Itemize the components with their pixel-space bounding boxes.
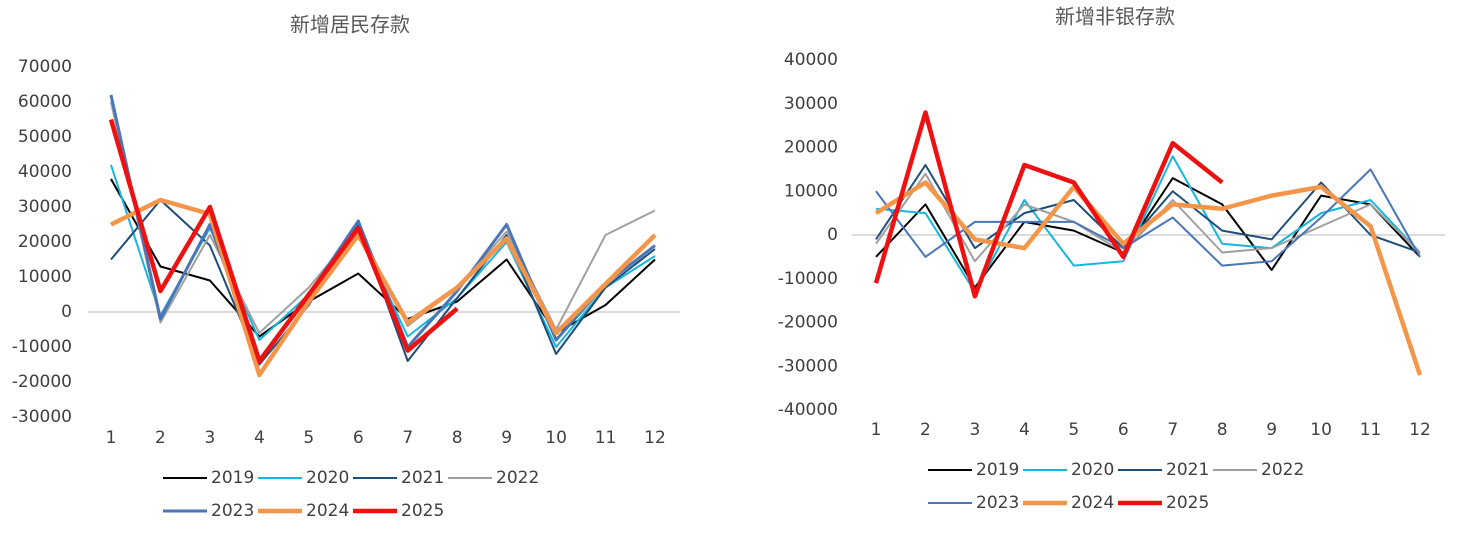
legend-label: 2021 — [1166, 460, 1209, 480]
y-tick-label: -20000 — [12, 372, 72, 392]
x-tick-label: 10 — [1310, 420, 1332, 440]
y-tick-label: -20000 — [778, 313, 838, 333]
series-line — [873, 110, 1224, 299]
series-line — [110, 178, 656, 338]
legend-label: 2020 — [1071, 460, 1114, 480]
x-tick-label: 12 — [644, 428, 666, 448]
x-tick-label: 4 — [1019, 420, 1030, 440]
x-tick-label: 6 — [1118, 420, 1129, 440]
y-tick-label: -30000 — [778, 356, 838, 376]
x-tick-label: 7 — [1167, 420, 1178, 440]
y-tick-label: -30000 — [12, 407, 72, 427]
x-tick-label: 8 — [1217, 420, 1228, 440]
y-tick-label: 30000 — [18, 197, 72, 217]
x-tick-label: 2 — [920, 420, 931, 440]
x-tick-label: 11 — [1360, 420, 1382, 440]
chart-title: 新增居民存款 — [290, 13, 410, 37]
x-tick-label: 3 — [969, 420, 980, 440]
x-tick-label: 1 — [106, 428, 117, 448]
y-tick-label: 60000 — [18, 92, 72, 112]
legend-label: 2023 — [211, 501, 254, 521]
y-tick-label: 40000 — [18, 162, 72, 182]
legend-label: 2025 — [1166, 493, 1209, 513]
legend-label: 2024 — [1071, 493, 1114, 513]
x-tick-label: 9 — [501, 428, 512, 448]
series-line — [874, 180, 1423, 376]
x-tick-label: 12 — [1409, 420, 1431, 440]
y-tick-label: 20000 — [784, 138, 838, 158]
y-tick-label: -40000 — [778, 400, 838, 420]
legend-label: 2021 — [401, 468, 444, 488]
x-tick-label: 2 — [155, 428, 166, 448]
x-tick-label: 5 — [1068, 420, 1079, 440]
y-tick-label: 40000 — [784, 50, 838, 70]
series-line — [110, 101, 656, 334]
x-tick-label: 8 — [452, 428, 463, 448]
y-tick-label: -10000 — [778, 269, 838, 289]
x-tick-label: 4 — [254, 428, 265, 448]
legend-label: 2024 — [306, 501, 349, 521]
legend-label: 2022 — [496, 468, 539, 488]
series-line — [108, 118, 459, 364]
x-tick-label: 9 — [1266, 420, 1277, 440]
y-tick-label: 20000 — [18, 232, 72, 252]
x-tick-label: 3 — [204, 428, 215, 448]
legend-label: 2022 — [1261, 460, 1304, 480]
chart-title: 新增非银存款 — [1055, 5, 1175, 29]
legend-label: 2025 — [401, 501, 444, 521]
series-line — [875, 155, 1421, 293]
y-tick-label: -10000 — [12, 337, 72, 357]
x-tick-label: 10 — [545, 428, 567, 448]
legend-label: 2019 — [211, 468, 254, 488]
y-tick-label: 50000 — [18, 127, 72, 147]
legend-label: 2020 — [306, 468, 349, 488]
y-tick-label: 30000 — [784, 94, 838, 114]
x-tick-label: 5 — [303, 428, 314, 448]
legend-label: 2019 — [976, 460, 1019, 480]
series-line — [110, 197, 657, 378]
x-tick-label: 11 — [595, 428, 617, 448]
x-tick-label: 7 — [402, 428, 413, 448]
y-tick-label: 10000 — [18, 267, 72, 287]
y-tick-label: 10000 — [784, 181, 838, 201]
y-tick-label: 0 — [827, 225, 838, 245]
y-tick-label: 70000 — [18, 57, 72, 77]
legend-label: 2023 — [976, 493, 1019, 513]
x-tick-label: 1 — [871, 420, 882, 440]
series-line — [109, 94, 656, 363]
x-tick-label: 6 — [353, 428, 364, 448]
y-tick-label: 0 — [61, 302, 72, 322]
